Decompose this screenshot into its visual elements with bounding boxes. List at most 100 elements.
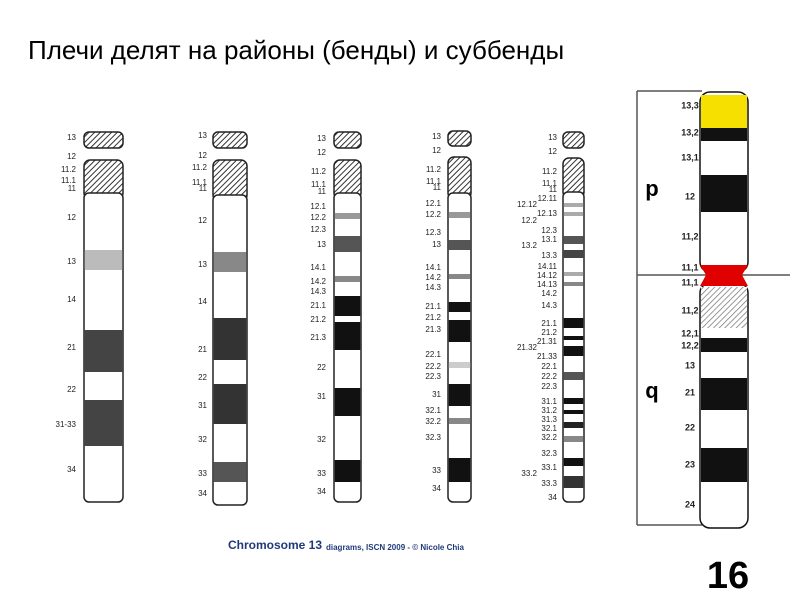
- band-label: 12: [67, 213, 76, 222]
- band-label: 24: [685, 499, 695, 509]
- band-label: 12.11: [538, 194, 558, 203]
- p-arm-tip: [333, 131, 362, 149]
- band: [563, 318, 584, 328]
- band: [701, 175, 747, 212]
- band-label: 11.1: [426, 177, 442, 186]
- band-label: 31.3: [541, 415, 557, 424]
- band-label: 12: [432, 146, 441, 155]
- band-label: 22: [198, 373, 207, 382]
- centromere: [700, 265, 748, 286]
- band: [334, 296, 361, 316]
- band-label: 32.1: [425, 406, 441, 415]
- band: [563, 346, 584, 356]
- band-label: 14.13: [537, 280, 558, 289]
- band-label: 11.1: [311, 180, 327, 189]
- band-label: 32.3: [541, 449, 557, 458]
- band-label: 32.2: [425, 417, 441, 426]
- band: [563, 422, 584, 428]
- band: [448, 240, 471, 250]
- band-label: 21.32: [517, 343, 538, 352]
- band-label: 12: [317, 148, 326, 157]
- band: [84, 250, 123, 270]
- band-label: 31-33: [56, 420, 77, 429]
- band-label: 33: [317, 469, 326, 478]
- band-label: 13: [548, 133, 557, 142]
- band-label: 14.3: [310, 287, 326, 296]
- band-label: 11,1: [681, 277, 698, 287]
- p-arm-tip: [447, 130, 472, 147]
- band-label: 12.3: [425, 228, 441, 237]
- band-label: 11.2: [311, 167, 327, 176]
- band-label: 33.2: [521, 469, 537, 478]
- band: [213, 318, 247, 360]
- band-label: 33.3: [541, 479, 557, 488]
- band-label: 13: [67, 257, 76, 266]
- q-arm-label: q: [645, 378, 658, 403]
- band-label: 22.1: [541, 362, 557, 371]
- band-label: 32.2: [541, 433, 557, 442]
- band-label: 22: [317, 363, 326, 372]
- band-label: 13.1: [541, 235, 557, 244]
- p-arm-tip: [212, 131, 248, 149]
- p-arm-tip: [83, 131, 124, 149]
- band-label: 14: [67, 295, 76, 304]
- band-label: 21: [67, 343, 76, 352]
- band-label: 11: [433, 183, 442, 192]
- band-label: 11: [68, 184, 77, 193]
- band-label: 13: [317, 134, 326, 143]
- band: [563, 410, 584, 414]
- band-label: 12.3: [310, 225, 326, 234]
- band-label: 13: [198, 131, 207, 140]
- band-label: 11: [199, 184, 208, 193]
- band: [563, 272, 584, 276]
- band: [563, 236, 584, 244]
- band-label: 33.1: [541, 463, 557, 472]
- band-label: 11: [318, 187, 327, 196]
- band-label: 12.1: [425, 199, 441, 208]
- band-label: 34: [198, 489, 207, 498]
- band-label: 31.1: [541, 397, 557, 406]
- band-label: 11.2: [426, 165, 442, 174]
- band-label: 31: [432, 390, 441, 399]
- band-label: 32.3: [425, 433, 441, 442]
- p-arm-tip: [562, 131, 585, 149]
- band-label: 22.3: [541, 382, 557, 391]
- band-label: 11.1: [542, 179, 558, 188]
- band-label: 12.13: [537, 209, 558, 218]
- band-label: 14.3: [541, 301, 557, 310]
- band: [448, 274, 471, 279]
- band: [334, 213, 361, 219]
- band-label: 22.2: [541, 372, 557, 381]
- band-label: 22: [685, 422, 695, 432]
- band: [448, 384, 471, 406]
- band-label: 12.1: [310, 202, 326, 211]
- band: [701, 95, 747, 128]
- band: [563, 436, 584, 442]
- p-arm-label: p: [645, 176, 658, 201]
- band-label: 21.1: [425, 302, 441, 311]
- band-label: 21.3: [310, 333, 326, 342]
- band: [334, 460, 361, 482]
- band-label: 31: [198, 401, 207, 410]
- band-label: 31.2: [541, 406, 557, 415]
- band-label: 13: [432, 132, 441, 141]
- band-label: 11.2: [542, 167, 558, 176]
- q-arm: [447, 192, 472, 503]
- band-label: 34: [67, 465, 76, 474]
- band: [448, 212, 471, 218]
- band-label: 13: [198, 260, 207, 269]
- band: [334, 236, 361, 252]
- band-label: 12.2: [425, 210, 441, 219]
- band-label: 21.1: [541, 319, 557, 328]
- band: [563, 398, 584, 404]
- band-label: 14.2: [425, 273, 441, 282]
- band: [701, 378, 747, 410]
- band-label: 34: [432, 484, 441, 493]
- band: [448, 302, 471, 312]
- band-label: 14: [198, 297, 207, 306]
- band-label: 11.1: [192, 178, 208, 187]
- band: [448, 320, 471, 342]
- band-label: 13: [317, 240, 326, 249]
- band-label: 21.31: [537, 337, 558, 346]
- band: [213, 384, 247, 424]
